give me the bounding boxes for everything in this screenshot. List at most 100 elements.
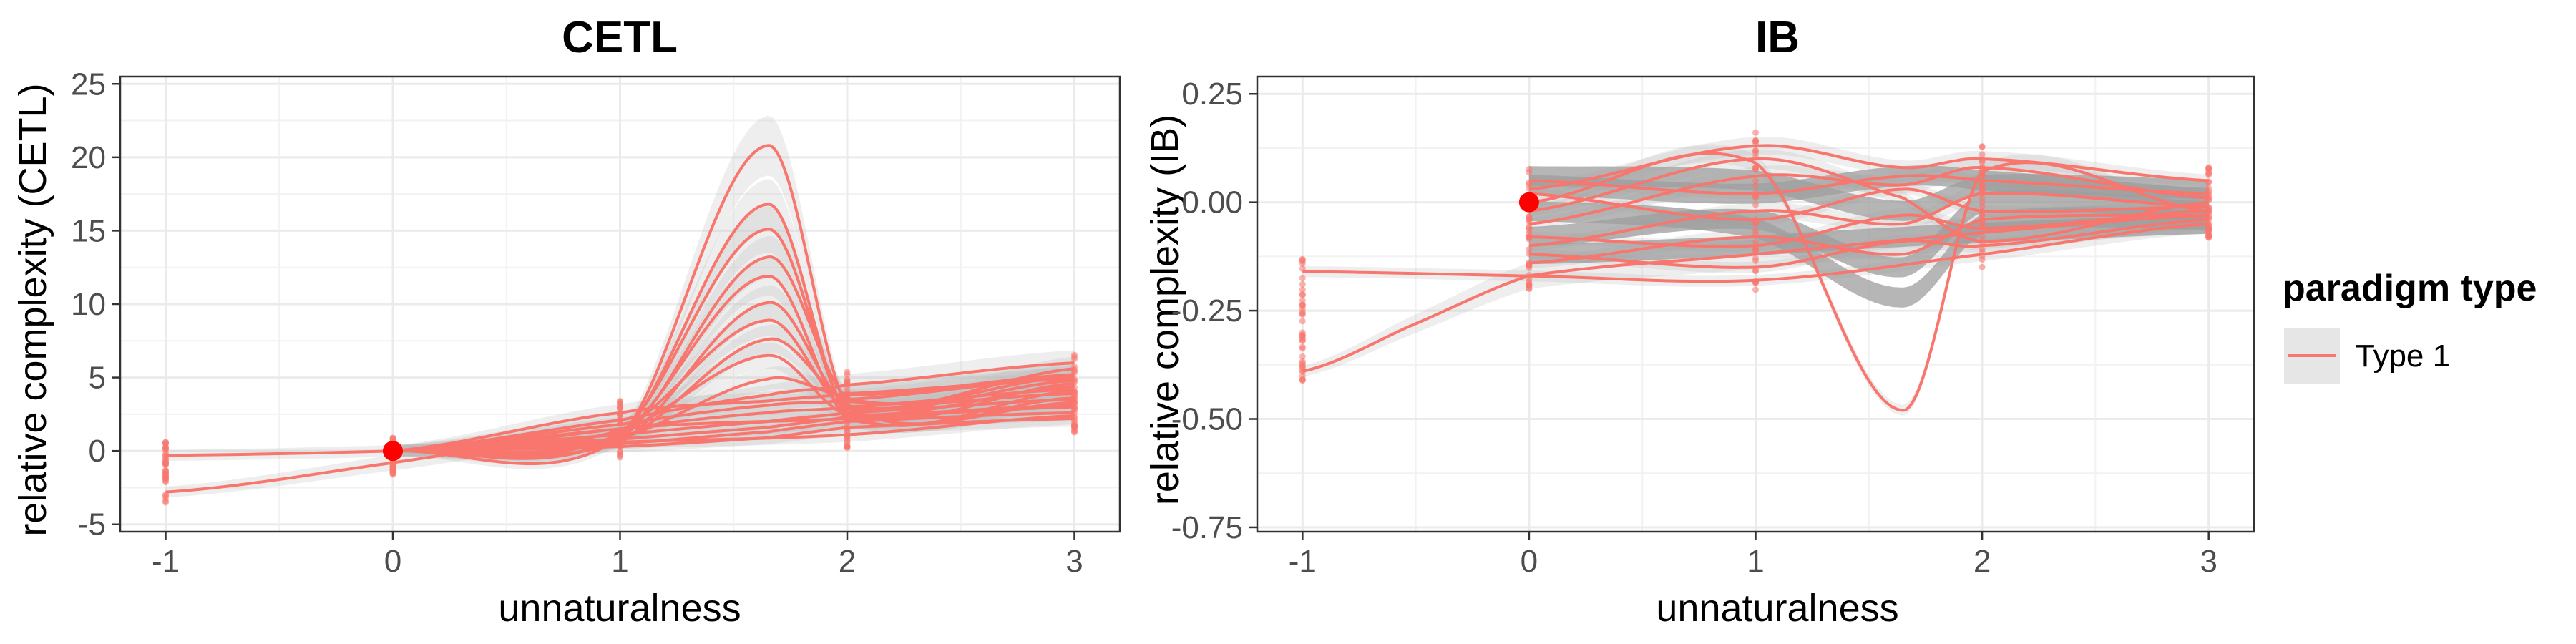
legend-item-label: Type 1 xyxy=(2356,338,2450,374)
cetl-data-point xyxy=(1071,353,1078,361)
cetl-data-point xyxy=(389,434,396,441)
cetl-ribbon xyxy=(393,179,1075,464)
cetl-data-point xyxy=(617,404,623,411)
ib-x-tick-label: -1 xyxy=(1289,544,1317,579)
ib-data-point xyxy=(1979,233,1986,240)
ib-marks xyxy=(1299,129,2212,416)
cetl-series-line xyxy=(392,228,1075,457)
ib-data-point xyxy=(1299,373,1306,380)
ib-data-point xyxy=(1526,245,1533,253)
ib-data-point xyxy=(1299,302,1306,309)
cetl-data-point xyxy=(389,467,396,474)
ib-data-point xyxy=(1752,201,1759,208)
ib-data-point xyxy=(1299,343,1306,351)
cetl-ribbon xyxy=(393,115,1075,469)
ib-data-point xyxy=(1752,257,1759,264)
cetl-data-point xyxy=(162,459,169,466)
cetl-y-tick-label: 25 xyxy=(71,67,106,102)
cetl-data-point xyxy=(162,472,169,479)
ib-x-tick-label: 2 xyxy=(1974,544,1991,579)
ib-data-point xyxy=(1752,238,1759,245)
ib-grey-band xyxy=(1528,166,2209,221)
ib-data-point xyxy=(1526,225,1533,232)
ib-data-point xyxy=(1526,165,1533,172)
ib-panel: IB relative complexity (IB) unnaturalnes… xyxy=(1143,13,2255,630)
ib-data-point xyxy=(1979,151,1986,158)
cetl-y-axis-title: relative complexity (CETL) xyxy=(11,83,54,536)
cetl-ribbon xyxy=(393,206,1075,461)
ib-reference-point xyxy=(1518,192,1539,213)
cetl-data-point xyxy=(844,443,851,450)
ib-ribbon xyxy=(1528,136,2209,195)
cetl-x-axis-title: unnaturalness xyxy=(498,587,741,630)
cetl-series-line xyxy=(392,411,1075,453)
cetl-data-point xyxy=(844,439,851,446)
ib-data-point xyxy=(1979,203,1986,210)
ib-data-point xyxy=(1299,318,1306,325)
cetl-ribbon xyxy=(393,324,1075,458)
cetl-data-point xyxy=(162,446,169,453)
ib-data-point xyxy=(1979,211,1986,218)
ib-data-point xyxy=(1752,177,1759,185)
ib-series-line xyxy=(1528,213,2209,265)
ib-x-tick-label: 3 xyxy=(2200,544,2217,579)
ib-series-line xyxy=(1528,144,2209,191)
ib-data-point xyxy=(1752,147,1759,154)
ib-data-point xyxy=(1299,331,1306,338)
ib-data-point xyxy=(1299,256,1306,263)
ib-data-point xyxy=(1752,166,1759,173)
ib-data-point xyxy=(1979,245,1986,253)
ib-series-line xyxy=(1528,165,2209,225)
ib-ribbon xyxy=(1302,215,2209,287)
cetl-series-line xyxy=(392,337,1075,454)
cetl-series-line xyxy=(392,361,1075,453)
cetl-series-line xyxy=(392,377,1075,453)
cetl-data-point xyxy=(844,427,851,434)
ib-data-point xyxy=(1752,194,1759,201)
ib-data-point xyxy=(1299,291,1306,298)
ib-data-point xyxy=(1299,358,1306,365)
legend-title: paradigm type xyxy=(2283,268,2537,309)
cetl-y-tick-label: -5 xyxy=(78,507,106,542)
ib-y-tick-label: -0.50 xyxy=(1171,402,1243,437)
ib-data-point xyxy=(2205,171,2212,178)
ib-data-point xyxy=(1299,353,1306,360)
cetl-data-point xyxy=(617,449,623,456)
ib-data-point xyxy=(1299,275,1306,282)
ib-x-axis-title: unnaturalness xyxy=(1656,587,1898,630)
ib-series-line xyxy=(1528,157,2209,243)
cetl-y-tick-label: 10 xyxy=(71,287,106,322)
cetl-series-line xyxy=(392,388,1075,453)
ib-data-point xyxy=(1979,143,1986,150)
ib-x-tick-label: 0 xyxy=(1521,544,1538,579)
ib-data-point xyxy=(1979,263,1986,270)
cetl-x-tick-label: 3 xyxy=(1065,544,1083,579)
ib-series-line xyxy=(1528,218,2209,269)
ib-data-point xyxy=(2205,231,2212,238)
ib-data-point xyxy=(2205,185,2212,192)
cetl-x-tick-label: 2 xyxy=(839,544,856,579)
ib-series-line xyxy=(1528,192,2209,248)
cetl-ribbon xyxy=(393,363,1075,457)
ib-y-tick-label: -0.75 xyxy=(1171,510,1243,545)
cetl-panel-title: CETL xyxy=(562,13,678,62)
cetl-data-point xyxy=(162,439,169,446)
ib-data-point xyxy=(1752,286,1759,293)
ib-y-tick-label: 0.00 xyxy=(1181,185,1243,220)
cetl-y-tick-label: 15 xyxy=(71,213,106,248)
ib-data-point xyxy=(1752,129,1759,136)
cetl-y-tick-label: 5 xyxy=(89,361,106,396)
cetl-series-line xyxy=(392,376,1075,453)
ib-series-line xyxy=(1528,209,2209,248)
ib-data-point xyxy=(1979,195,1986,202)
cetl-x-tick-label: -1 xyxy=(152,544,180,579)
ib-data-point xyxy=(1979,182,1986,190)
ib-data-point xyxy=(1299,286,1306,293)
ib-data-point xyxy=(1299,308,1306,316)
ib-x-tick-label: 1 xyxy=(1747,544,1764,579)
ib-y-tick-label: -0.25 xyxy=(1171,293,1243,328)
cetl-data-point xyxy=(162,479,169,486)
legend: paradigm type Type 1 xyxy=(2283,268,2537,384)
ib-plot-area: -1 0 1 2 3 -0.75 -0.50 -0.25 0.00 0.25 xyxy=(1171,75,2255,579)
